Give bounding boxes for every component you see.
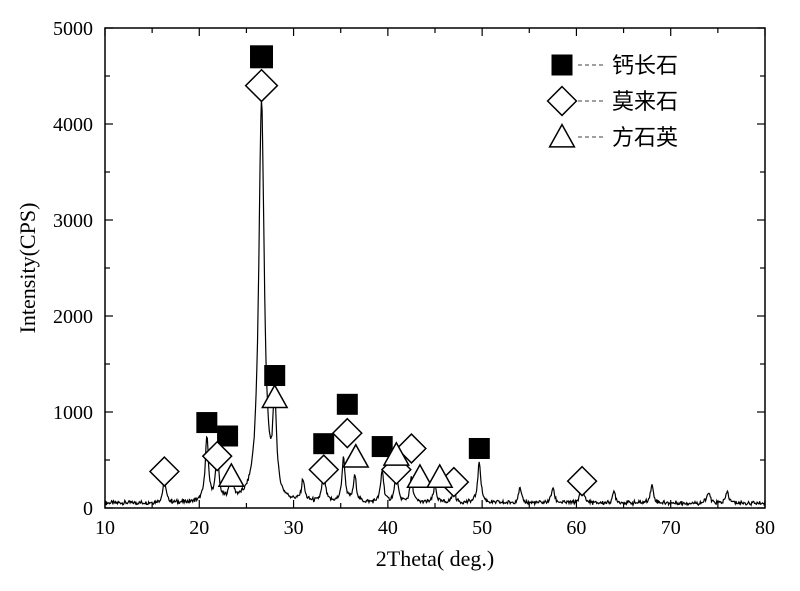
chart-svg: 10 20 30 40 50 60 70 80 0 1000 2000 3000 4000 5000 2Th… bbox=[0, 0, 800, 591]
svg-text:2000: 2000 bbox=[53, 306, 93, 328]
svg-text:3000: 3000 bbox=[53, 210, 93, 232]
xrd-chart: 10 20 30 40 50 60 70 80 0 1000 2000 3000 4000 5000 2Th… bbox=[0, 0, 800, 591]
svg-text:40: 40 bbox=[378, 517, 398, 539]
svg-text:10: 10 bbox=[95, 517, 115, 539]
svg-text:5000: 5000 bbox=[53, 18, 93, 40]
svg-text:2Theta( deg.): 2Theta( deg.) bbox=[376, 546, 495, 571]
legend-label: 莫来石 bbox=[612, 89, 678, 114]
svg-text:70: 70 bbox=[661, 517, 681, 539]
svg-text:Intensity(CPS): Intensity(CPS) bbox=[15, 203, 40, 334]
svg-text:20: 20 bbox=[189, 517, 209, 539]
svg-text:4000: 4000 bbox=[53, 114, 93, 136]
svg-text:50: 50 bbox=[472, 517, 492, 539]
svg-text:30: 30 bbox=[284, 517, 304, 539]
svg-text:80: 80 bbox=[755, 517, 775, 539]
legend-label: 方石英 bbox=[612, 125, 678, 150]
svg-text:0: 0 bbox=[83, 498, 93, 520]
svg-text:1000: 1000 bbox=[53, 402, 93, 424]
svg-text:60: 60 bbox=[566, 517, 586, 539]
xrd-spectrum-line bbox=[105, 100, 765, 506]
legend-label: 钙长石 bbox=[612, 53, 678, 78]
